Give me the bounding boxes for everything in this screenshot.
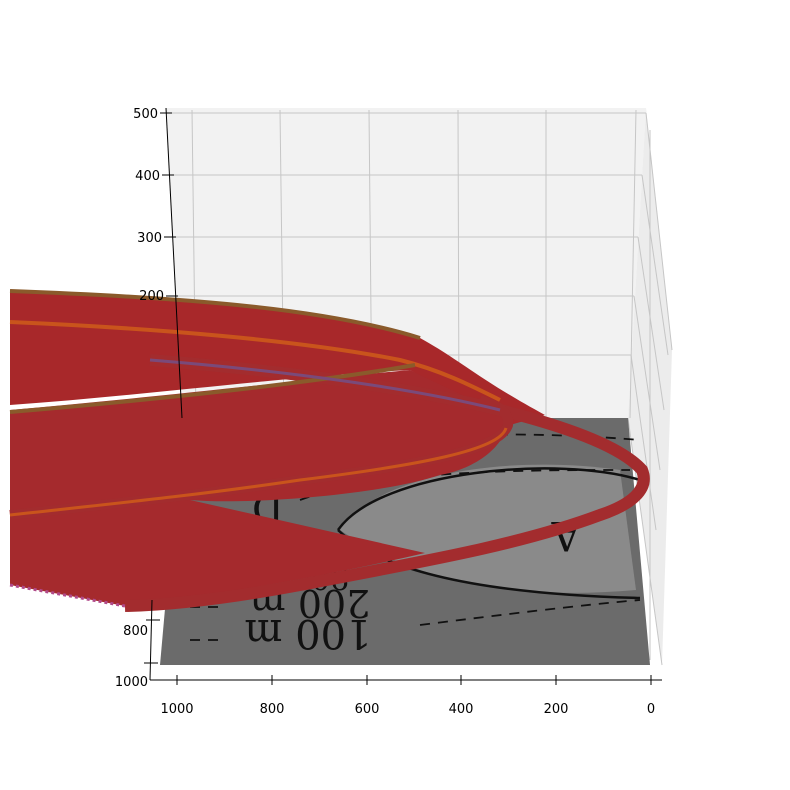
- z-axis-ticks: 500 400 300 200: [133, 107, 178, 304]
- surface-back-edge: [149, 358, 501, 412]
- z-tick-label: 300: [137, 231, 162, 246]
- surface-bottom-edge: [9, 583, 126, 608]
- surface-band: [9, 289, 650, 612]
- z-tick-label: 200: [139, 289, 164, 304]
- surface-upper-sheet: [10, 290, 545, 425]
- ground-label-100m: 100 m: [245, 610, 372, 656]
- surface-ridge-line: [9, 427, 508, 517]
- ground-dashed-arc: [419, 599, 641, 626]
- gridlines: [166, 109, 673, 666]
- z-axis-line: [165, 107, 183, 419]
- y-axis-ticks: 800 1000: [115, 619, 160, 690]
- surface-ridge-line: [9, 320, 501, 402]
- ground-solid-arc: [336, 467, 641, 531]
- x-axis-ticks: 1000 800 600 400 200 0: [160, 675, 655, 717]
- axes: [149, 107, 662, 681]
- x-tick-label: 600: [355, 702, 380, 717]
- x-tick-label: 400: [449, 702, 474, 717]
- z-tick-label: 400: [135, 169, 160, 184]
- y-tick-label: 1000: [115, 675, 148, 690]
- x-tick-label: 0: [647, 702, 655, 717]
- y-tick-label: 800: [123, 624, 148, 639]
- y-axis-line: [149, 599, 153, 681]
- surface-top-edge: [9, 289, 421, 340]
- surface-top-edge: [9, 363, 416, 414]
- z-tick-label: 500: [133, 107, 158, 122]
- x-tick-label: 1000: [160, 702, 193, 717]
- x-tick-label: 200: [544, 702, 569, 717]
- x-tick-label: 800: [260, 702, 285, 717]
